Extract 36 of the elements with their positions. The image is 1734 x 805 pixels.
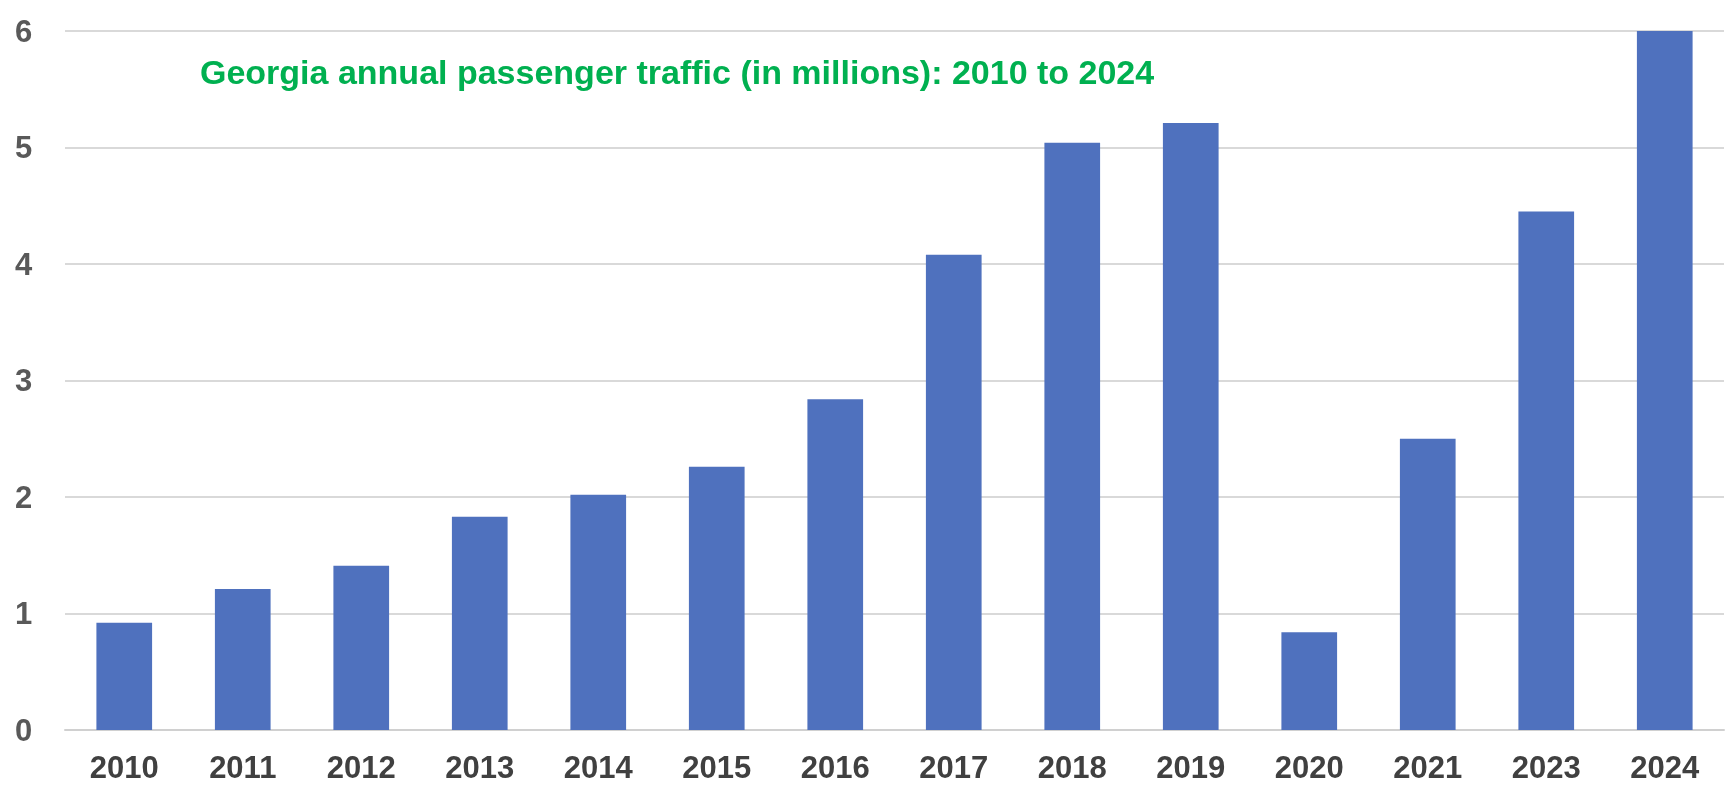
bar: [688, 466, 745, 730]
x-tick-label: 2020: [1274, 750, 1344, 785]
bar: [1162, 123, 1219, 730]
x-tick-label: 2014: [563, 750, 634, 785]
bar: [1281, 632, 1338, 730]
x-tick-label: 2012: [326, 750, 396, 785]
bar: [570, 494, 627, 730]
x-tick-label: 2017: [919, 750, 989, 785]
bar: [1636, 31, 1693, 730]
x-tick-label: 2011: [209, 750, 277, 785]
x-tick-label: 2013: [445, 750, 515, 785]
x-tick-label: 2024: [1630, 750, 1700, 785]
x-tick-label: 2021: [1393, 750, 1463, 785]
y-tick-label: 3: [15, 363, 33, 398]
bar: [1044, 142, 1101, 730]
text: Georgia annual passenger traffic (in millions): 2010 to 2024: [200, 53, 1155, 91]
bar: [96, 622, 153, 730]
bar: [333, 565, 390, 730]
bar: [807, 399, 864, 730]
x-tick-label: 2023: [1511, 750, 1581, 785]
x-tick-label: 2018: [1037, 750, 1107, 785]
x-tick-label: 2016: [800, 750, 870, 785]
y-tick-label: 2: [15, 479, 33, 515]
bar: [1399, 438, 1456, 730]
bar: [451, 516, 508, 730]
y-tick-label: 0: [15, 712, 33, 748]
y-tick-label: 4: [15, 246, 33, 282]
x-tick-label: 2010: [89, 750, 159, 785]
y-tick-label: 6: [15, 13, 33, 49]
x-tick-label: 2015: [682, 750, 752, 785]
bar: [1518, 211, 1575, 730]
bar: [925, 254, 982, 730]
bar: [214, 589, 271, 730]
y-tick-label: 5: [15, 130, 33, 165]
x-tick-label: 2019: [1156, 750, 1226, 785]
y-tick-label: 1: [15, 596, 33, 631]
